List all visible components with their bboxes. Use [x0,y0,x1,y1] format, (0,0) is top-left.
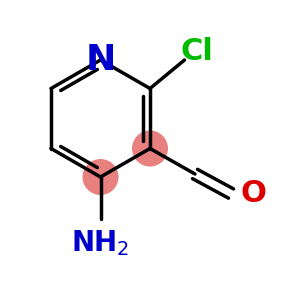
Text: O: O [240,179,266,208]
Text: N: N [85,43,116,77]
Circle shape [132,130,168,166]
Text: Cl: Cl [180,37,213,65]
Circle shape [82,159,118,195]
Text: NH$_2$: NH$_2$ [71,228,130,258]
